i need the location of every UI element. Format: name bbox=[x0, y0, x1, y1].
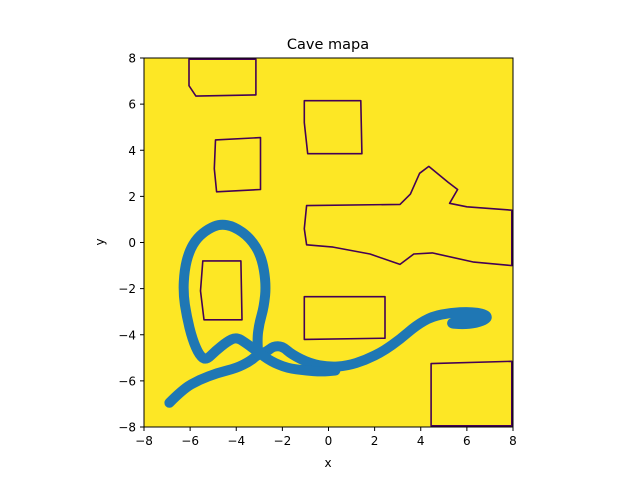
obstacle-center-upper-block bbox=[303, 99, 363, 155]
y-tick-label: 4 bbox=[128, 144, 136, 158]
x-tick-label: 2 bbox=[371, 434, 379, 448]
path-series-1 bbox=[164, 307, 492, 408]
plot-area bbox=[144, 58, 513, 427]
y-tick-label: 0 bbox=[128, 236, 136, 250]
x-tick-label: −2 bbox=[274, 434, 292, 448]
y-tick-label: −8 bbox=[118, 421, 136, 435]
y-tick-label: 8 bbox=[128, 52, 136, 66]
x-axis-label: x bbox=[324, 456, 331, 470]
y-tick-label: 6 bbox=[128, 98, 136, 112]
y-tick-label: 2 bbox=[128, 190, 136, 204]
y-axis-label: y bbox=[93, 238, 107, 245]
x-tick-label: 6 bbox=[463, 434, 471, 448]
path-series-2 bbox=[178, 219, 341, 377]
obstacle-center-lower-block bbox=[303, 295, 386, 341]
x-tick-label: −6 bbox=[181, 434, 199, 448]
x-tick-label: 4 bbox=[417, 434, 425, 448]
obstacle-top-left-block bbox=[188, 58, 257, 97]
axes: −8 −6 −4 −2 0 2 4 6 8 −8 −6 −4 −2 0 2 4 6 8 bbox=[118, 52, 517, 449]
obstacle-bottom-right-block bbox=[430, 360, 513, 427]
y-tick-label: −2 bbox=[118, 282, 136, 296]
obstacle-right-arrow-shape bbox=[303, 165, 513, 267]
x-tick-label: 0 bbox=[325, 434, 333, 448]
obstacle-left-upper-block bbox=[213, 136, 262, 193]
x-tick-label: −4 bbox=[227, 434, 245, 448]
x-tick-label: 8 bbox=[509, 434, 517, 448]
y-tick-label: −4 bbox=[118, 328, 136, 342]
obstacle-left-middle-block bbox=[199, 260, 243, 321]
y-tick-label: −6 bbox=[118, 374, 136, 388]
x-tick-label: −8 bbox=[135, 434, 153, 448]
chart-title: Cave mapa bbox=[287, 37, 369, 53]
